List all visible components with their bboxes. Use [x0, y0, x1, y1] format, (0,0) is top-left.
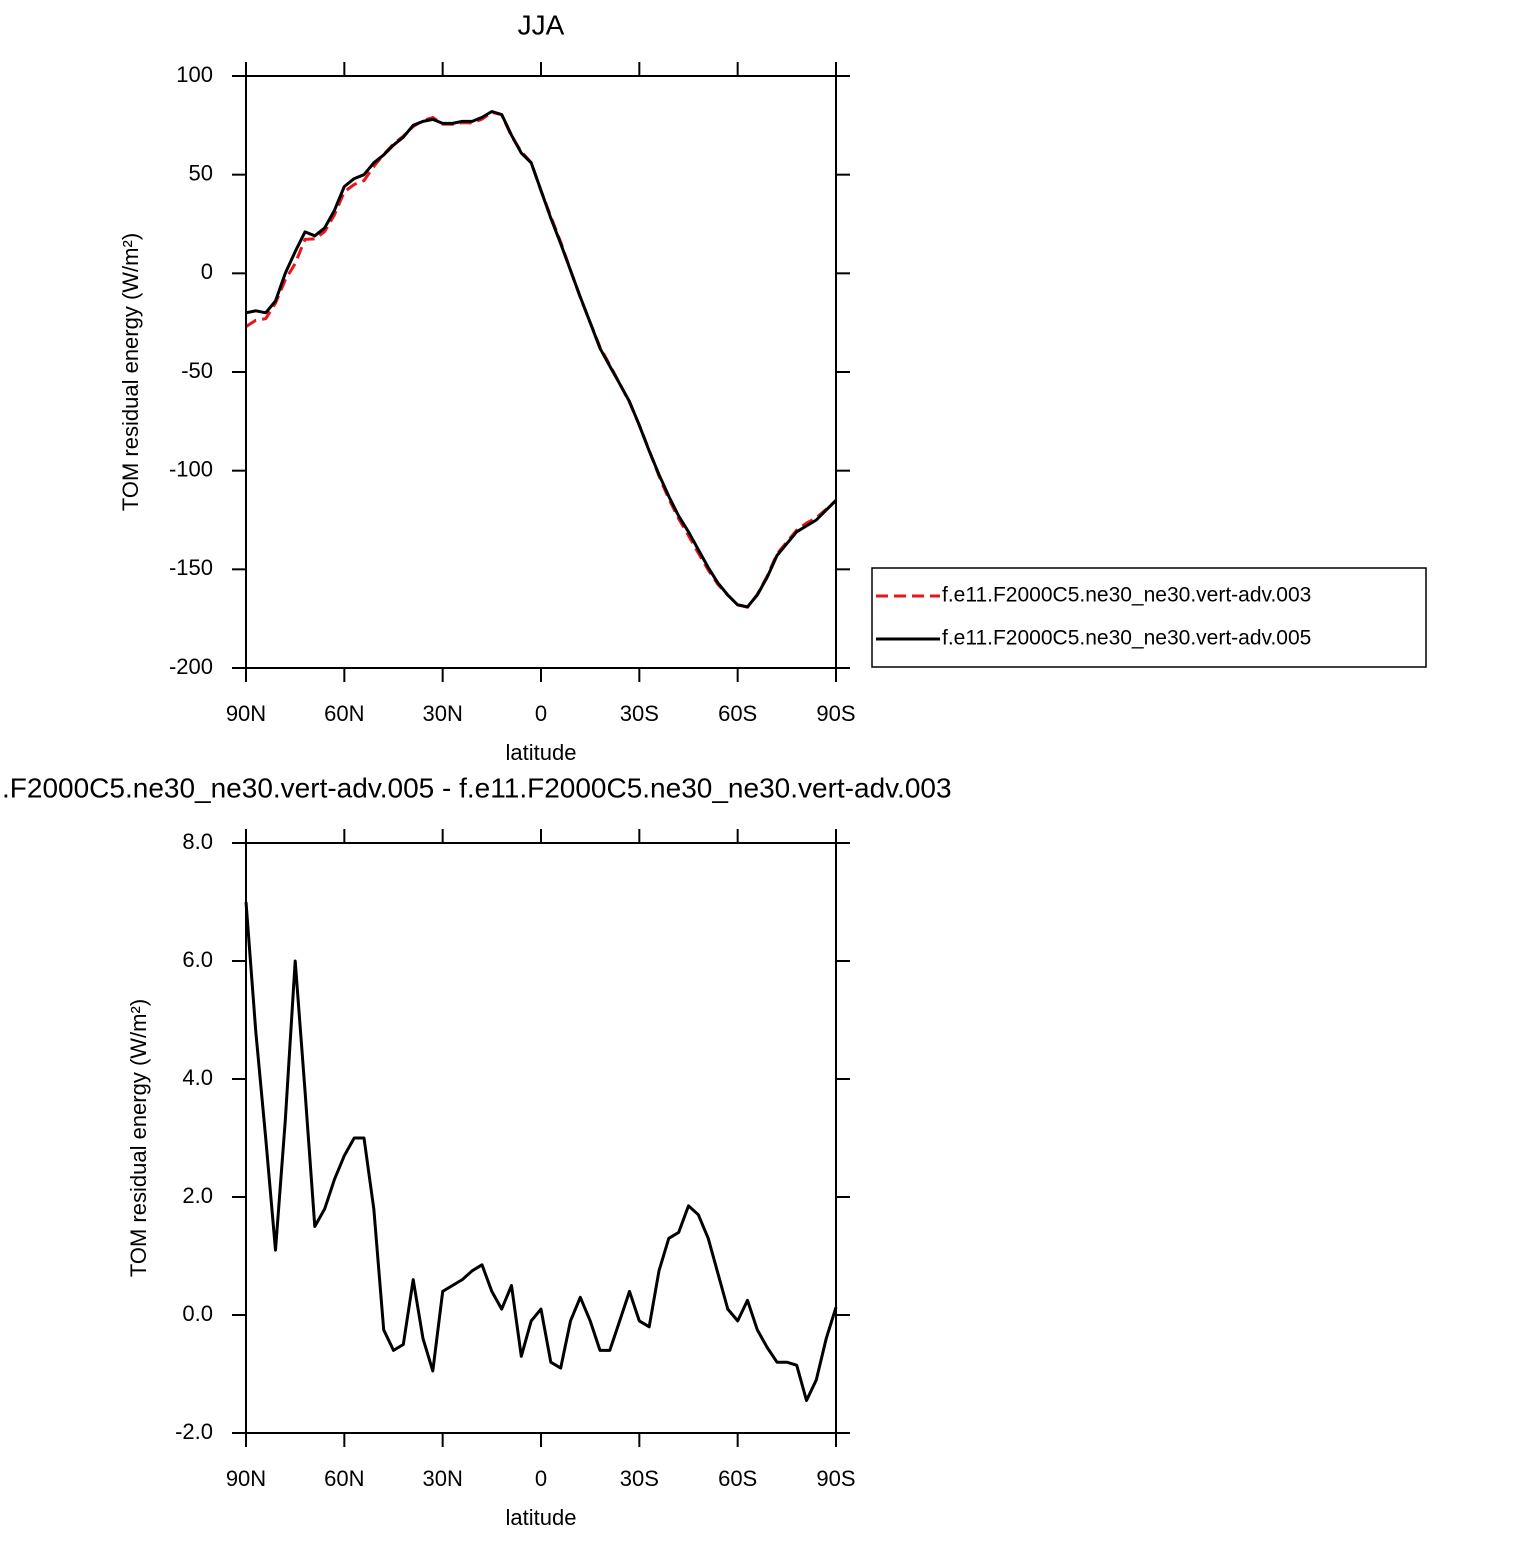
- x-tick-label: 60S: [718, 701, 757, 726]
- x-tick-label: 90S: [816, 1466, 855, 1491]
- x-axis-label: latitude: [506, 740, 577, 765]
- x-axis-label: latitude: [506, 1505, 577, 1530]
- plot-frame: [245, 75, 837, 669]
- y-tick-label: -200: [169, 654, 213, 679]
- y-axis-label: TOM residual energy (W/m²): [126, 999, 151, 1277]
- y-tick-label: -50: [181, 358, 213, 383]
- y-tick-label: -150: [169, 555, 213, 580]
- y-tick-label: 2.0: [182, 1183, 213, 1208]
- chart-title: JJA: [518, 9, 565, 40]
- y-tick-label: 100: [176, 62, 213, 87]
- x-tick-label: 30S: [620, 701, 659, 726]
- y-axis-label: TOM residual energy (W/m²): [118, 233, 143, 511]
- legend-label: f.e11.F2000C5.ne30_ne30.vert-adv.005: [942, 627, 1311, 650]
- y-tick-label: 50: [189, 160, 213, 185]
- y-tick-label: 0: [201, 259, 213, 284]
- legend-box: [871, 567, 1427, 668]
- y-tick-label: 8.0: [182, 829, 213, 854]
- data-line: [244, 901, 838, 1402]
- x-tick-label: 30S: [620, 1466, 659, 1491]
- x-tick-label: 30N: [422, 1466, 462, 1491]
- legend-label: f.e11.F2000C5.ne30_ne30.vert-adv.003: [942, 584, 1311, 607]
- x-tick-label: 90S: [816, 701, 855, 726]
- y-tick-label: 6.0: [182, 947, 213, 972]
- plot-frame: [245, 842, 837, 1434]
- y-tick-label: -2.0: [175, 1419, 213, 1444]
- y-tick-label: 0.0: [182, 1301, 213, 1326]
- x-tick-label: 60S: [718, 1466, 757, 1491]
- x-tick-label: 0: [535, 1466, 547, 1491]
- x-tick-label: 60N: [324, 701, 364, 726]
- chart-title: .F2000C5.ne30_ne30.vert-adv.005 - f.e11.…: [2, 772, 952, 803]
- y-tick-label: -100: [169, 456, 213, 481]
- x-tick-label: 60N: [324, 1466, 364, 1491]
- data-line: [245, 110, 838, 609]
- x-tick-label: 30N: [422, 701, 462, 726]
- x-tick-label: 0: [535, 701, 547, 726]
- x-tick-label: 90N: [226, 1466, 266, 1491]
- x-tick-label: 90N: [226, 701, 266, 726]
- y-tick-label: 4.0: [182, 1065, 213, 1090]
